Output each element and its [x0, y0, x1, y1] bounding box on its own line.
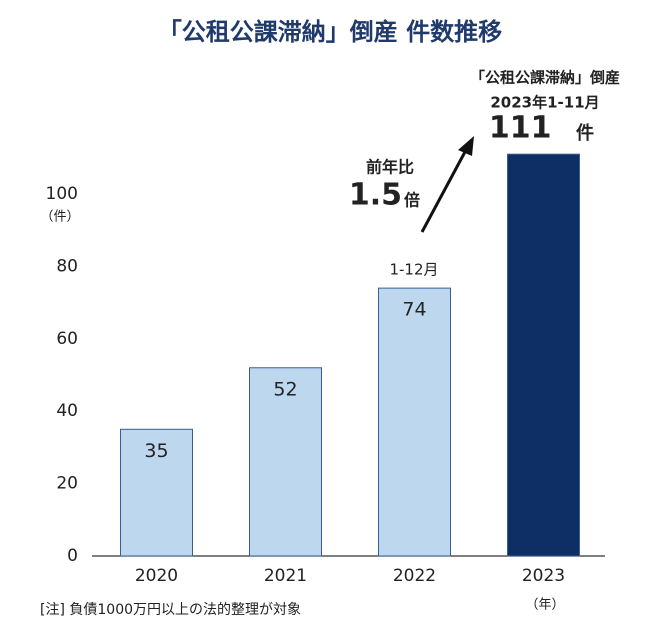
annotation: 前年比: [366, 158, 414, 177]
y-tick-label: 0: [67, 546, 78, 566]
y-axis-unit: （件）: [40, 210, 79, 225]
annotation: 2023年1-11月: [490, 94, 599, 112]
annotation: 倍: [404, 191, 420, 210]
annotation: 1.5: [349, 178, 402, 213]
bar: [120, 428, 193, 557]
data-label: 111: [489, 111, 552, 146]
x-tick-label: 2020: [135, 566, 178, 586]
bar: [378, 287, 451, 557]
chart-title: 「公租公課滞納」倒産 件数推移: [158, 18, 502, 46]
data-label: 35: [144, 440, 168, 462]
y-tick-label: 60: [56, 329, 78, 349]
x-tick-label: 2022: [393, 566, 436, 586]
x-tick-label: 2021: [264, 566, 307, 586]
arrow: [420, 149, 468, 233]
annotation: 「公租公課滞納」倒産: [470, 69, 620, 87]
y-tick-label: 20: [56, 474, 78, 494]
x-tick-label: 2023: [522, 566, 565, 586]
y-tick-label: 40: [56, 401, 78, 421]
data-label: 74: [402, 299, 426, 321]
arrow-head: [458, 136, 474, 156]
x-axis-unit: （年）: [525, 598, 564, 613]
annotation: 1-12月: [389, 261, 438, 279]
y-tick-label: 100: [46, 184, 78, 204]
data-label: 52: [273, 378, 297, 400]
bar: [249, 367, 322, 557]
bar: [507, 153, 580, 557]
footnote: [注] 負債1000万円以上の法的整理が対象: [40, 602, 301, 618]
annotation: 件: [576, 122, 594, 144]
y-tick-label: 80: [56, 256, 78, 276]
